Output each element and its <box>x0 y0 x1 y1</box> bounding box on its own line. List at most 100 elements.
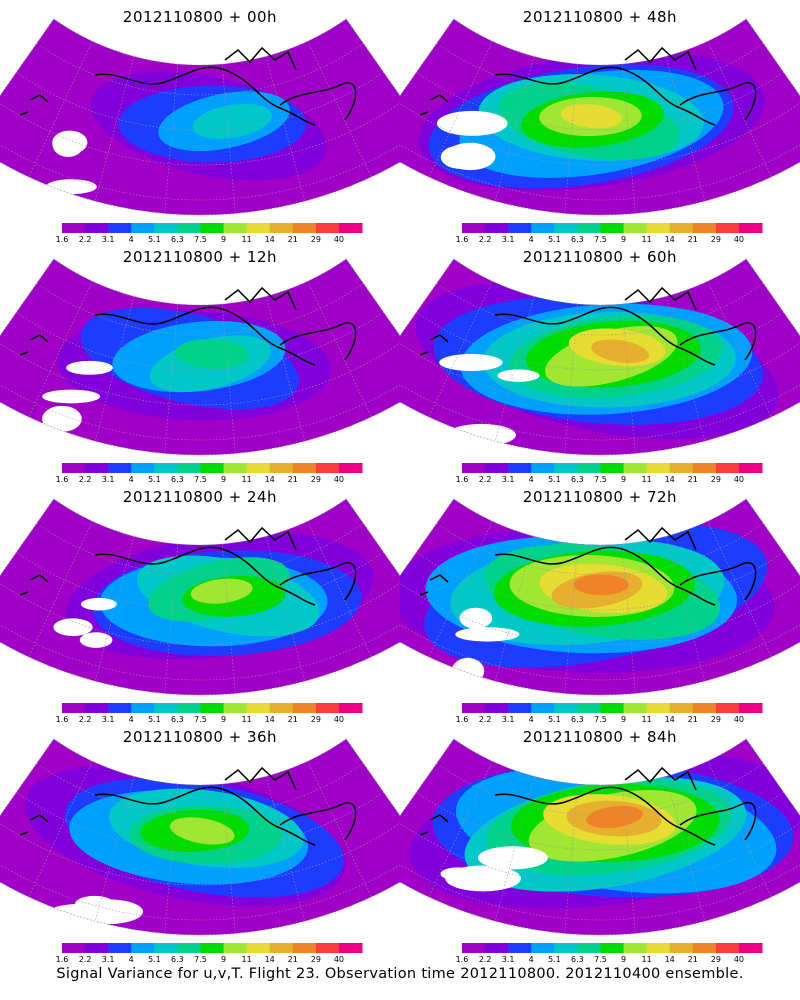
legend-swatch <box>715 943 740 953</box>
legend-swatch <box>62 703 86 713</box>
variance-field <box>0 18 400 215</box>
coastline <box>19 526 357 606</box>
no-data-patch <box>451 657 485 684</box>
variance-map <box>400 258 800 456</box>
legend-swatch <box>85 943 109 953</box>
variance-map <box>400 738 800 936</box>
legend-label: 1.6 <box>456 235 469 244</box>
legend-swatch <box>269 703 294 713</box>
legend-label: 11 <box>242 235 252 244</box>
legend-swatch <box>269 223 294 233</box>
legend-swatch <box>462 223 486 233</box>
legend-label: 2.2 <box>479 715 492 724</box>
variance-contour-level <box>591 339 649 364</box>
legend-swatch <box>108 703 132 713</box>
coastline <box>419 766 757 846</box>
legend-label: 7.5 <box>194 955 207 964</box>
variance-field <box>0 498 400 695</box>
no-data-patch <box>455 627 520 642</box>
legend-label: 21 <box>288 235 298 244</box>
legend-label: 9 <box>621 475 626 484</box>
no-data-patch <box>436 110 508 136</box>
legend-swatch <box>715 703 740 713</box>
legend-label: 5.1 <box>148 475 161 484</box>
legend-label: 2.2 <box>479 955 492 964</box>
legend-swatch <box>85 703 109 713</box>
forecast-panel-p72: 2012110800 + 72h 1.6 2.2 3.1 4 5.1 6.3 7.5 9 11 14… <box>400 480 800 724</box>
coastline <box>19 46 357 126</box>
legend-label: 21 <box>288 715 298 724</box>
legend-label: 14 <box>265 235 275 244</box>
legend-label: 1.6 <box>56 475 69 484</box>
panel-title: 2012110800 + 00h <box>122 8 278 26</box>
variance-field <box>0 738 400 935</box>
legend-label: 40 <box>734 955 744 964</box>
legend-label: 6.3 <box>171 955 184 964</box>
no-data-patch <box>440 145 481 169</box>
legend-label: 29 <box>311 715 321 724</box>
legend-swatch <box>485 223 509 233</box>
legend-swatch <box>738 223 763 233</box>
legend-label: 2.2 <box>79 955 92 964</box>
panel-title: 2012110800 + 84h <box>522 728 678 746</box>
legend-label: 2.2 <box>479 235 492 244</box>
legend-swatch <box>246 943 271 953</box>
color-legend: 1.6 2.2 3.1 4 5.1 6.3 7.5 9 11 14 21 29 40 <box>456 223 763 244</box>
legend-swatch <box>292 943 317 953</box>
legend-swatch <box>315 223 340 233</box>
legend-swatch <box>223 703 248 713</box>
legend-swatch <box>292 463 317 473</box>
legend-swatch <box>623 223 648 233</box>
legend-swatch <box>338 943 363 953</box>
legend-swatch <box>292 223 317 233</box>
legend-swatch <box>315 463 340 473</box>
legend-swatch <box>669 223 694 233</box>
legend-swatch <box>738 703 763 713</box>
color-legend: 1.6 2.2 3.1 4 5.1 6.3 7.5 9 11 14 21 29 40 <box>56 703 363 724</box>
legend-label: 40 <box>734 475 744 484</box>
variance-contour-level <box>174 339 250 369</box>
map-boundary <box>0 738 400 936</box>
legend-label: 21 <box>688 235 698 244</box>
legend-label: 9 <box>221 715 226 724</box>
legend-label: 4 <box>129 715 134 724</box>
legend-swatch <box>154 463 178 473</box>
coastline <box>19 766 357 846</box>
legend-swatch <box>623 463 648 473</box>
variance-map <box>0 498 400 696</box>
map-boundary <box>0 258 400 456</box>
legend-label: 5.1 <box>148 715 161 724</box>
no-data-patch <box>42 389 101 404</box>
legend-swatch <box>338 463 363 473</box>
legend-swatch <box>131 463 155 473</box>
legend-label: 9 <box>621 235 626 244</box>
legend-swatch <box>692 943 717 953</box>
legend-swatch <box>246 223 271 233</box>
legend-label: 40 <box>734 715 744 724</box>
legend-label: 1.6 <box>456 955 469 964</box>
no-data-patch <box>53 618 93 637</box>
legend-label: 21 <box>688 475 698 484</box>
legend-label: 21 <box>688 955 698 964</box>
legend-label: 14 <box>265 715 275 724</box>
legend-swatch <box>177 703 201 713</box>
legend-label: 2.2 <box>479 475 492 484</box>
variance-contour-level <box>169 817 235 845</box>
legend-label: 1.6 <box>456 475 469 484</box>
legend-label: 14 <box>665 955 675 964</box>
legend-swatch <box>223 223 248 233</box>
coastline <box>419 46 757 126</box>
legend-swatch <box>108 463 132 473</box>
legend-swatch <box>554 943 578 953</box>
legend-label: 4 <box>529 715 534 724</box>
legend-label: 29 <box>711 475 721 484</box>
legend-label: 1.6 <box>456 715 469 724</box>
legend-swatch <box>508 463 532 473</box>
variance-field <box>0 258 400 455</box>
legend-label: 5.1 <box>148 955 161 964</box>
legend-label: 11 <box>642 715 652 724</box>
legend-label: 3.1 <box>102 715 115 724</box>
legend-swatch <box>692 223 717 233</box>
legend-swatch <box>177 943 201 953</box>
map-boundary <box>400 498 800 696</box>
